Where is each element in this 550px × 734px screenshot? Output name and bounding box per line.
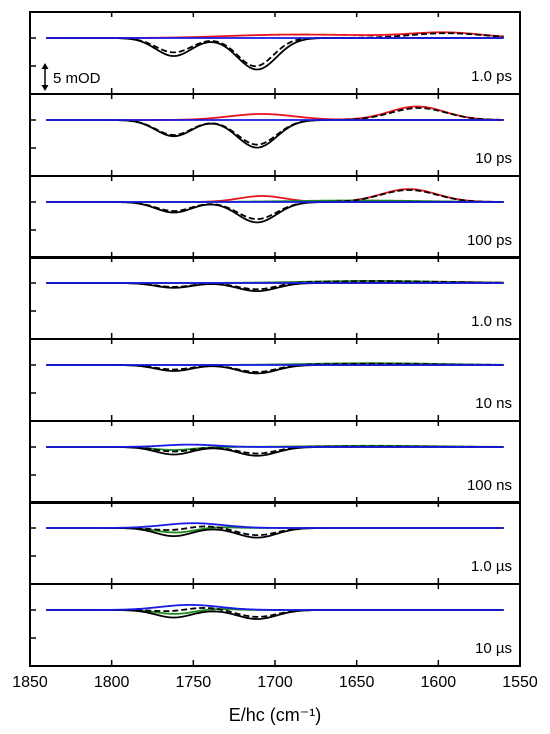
panel-4: 1.0 ns — [29, 256, 521, 340]
panel-label: 100 ns — [467, 477, 512, 494]
x-tick-label: 1650 — [339, 674, 375, 691]
series-red-line — [46, 105, 504, 121]
panel-6: 100 ns — [29, 420, 521, 504]
panel-label: 1.0 ns — [471, 313, 512, 330]
panel-5: 10 ns — [29, 338, 521, 422]
panel-8: 10 µs — [29, 583, 521, 667]
x-axis: 1850 1800 1750 1700 1650 1600 1550 — [12, 674, 538, 691]
series-blue-line — [46, 603, 504, 611]
x-tick-label: 1550 — [502, 674, 538, 691]
x-tick-label: 1700 — [257, 674, 293, 691]
x-tick-label: 1850 — [12, 674, 48, 691]
panel-frame — [29, 501, 521, 585]
series-black-line — [46, 201, 504, 224]
x-tick-label: 1600 — [421, 674, 457, 691]
series-blue-line — [46, 522, 504, 529]
scale-bar-label: 5 mOD — [53, 70, 101, 87]
panel-frame — [29, 175, 521, 259]
series-blue-line — [46, 443, 504, 448]
panel-1: 1.0 ps — [29, 11, 521, 95]
x-tick-label: 1800 — [94, 674, 130, 691]
panel-frame — [29, 338, 521, 422]
series-red-line — [46, 188, 504, 203]
panel-frame — [29, 93, 521, 177]
series-black-line — [46, 119, 504, 149]
panel-label: 10 ps — [475, 150, 512, 167]
scale-bar-arrowhead-up — [41, 63, 49, 69]
panel-label: 1.0 µs — [471, 558, 512, 575]
panel-label: 10 ns — [475, 395, 512, 412]
scale-bar: 5 mOD — [41, 63, 101, 91]
panel-frame — [29, 420, 521, 504]
panel-label: 1.0 ps — [471, 68, 512, 85]
panel-label: 10 µs — [475, 640, 512, 657]
scale-bar-arrowhead-down — [41, 85, 49, 91]
panel-2: 10 ps — [29, 93, 521, 177]
x-tick-label: 1750 — [176, 674, 212, 691]
panels-layer: 1.0 ps 10 ps 100 ps 1.0 ns 10 ns 100 ns 1.0 µs… — [29, 11, 521, 667]
panel-7: 1.0 µs — [29, 501, 521, 585]
panel-label: 100 ps — [467, 232, 512, 249]
panel-frame — [29, 583, 521, 667]
panel-frame — [29, 256, 521, 340]
panel-3: 100 ps — [29, 175, 521, 259]
x-axis-label: E/hc (cm⁻¹) — [229, 705, 322, 725]
